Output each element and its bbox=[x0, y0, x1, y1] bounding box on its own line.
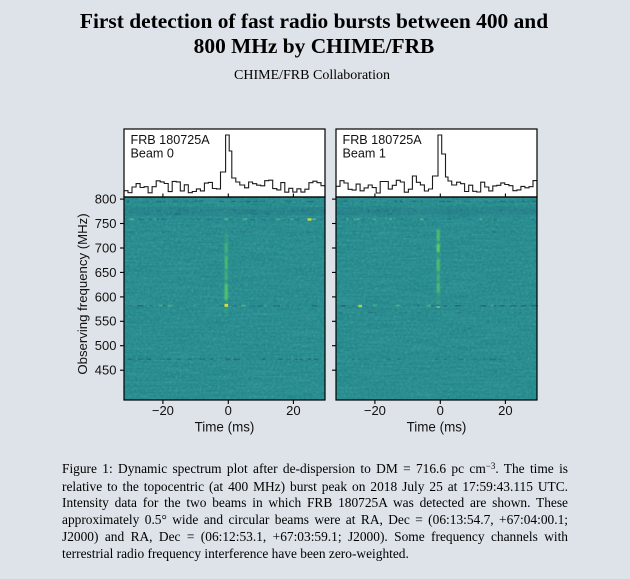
svg-text:600: 600 bbox=[95, 289, 117, 304]
svg-text:Beam 1: Beam 1 bbox=[343, 147, 386, 161]
svg-text:650: 650 bbox=[95, 265, 117, 280]
svg-text:−20: −20 bbox=[364, 403, 386, 418]
svg-text:20: 20 bbox=[498, 403, 512, 418]
svg-text:500: 500 bbox=[95, 338, 117, 353]
svg-text:FRB 180725A: FRB 180725A bbox=[343, 133, 423, 147]
svg-text:750: 750 bbox=[95, 216, 117, 231]
svg-text:FRB 180725A: FRB 180725A bbox=[131, 133, 211, 147]
svg-text:−20: −20 bbox=[152, 403, 174, 418]
svg-text:800: 800 bbox=[95, 192, 117, 207]
svg-text:20: 20 bbox=[286, 403, 300, 418]
svg-text:450: 450 bbox=[95, 363, 117, 378]
svg-text:0: 0 bbox=[225, 403, 232, 418]
svg-text:Time (ms): Time (ms) bbox=[407, 420, 467, 435]
svg-text:550: 550 bbox=[95, 314, 117, 329]
svg-text:Time (ms): Time (ms) bbox=[195, 420, 255, 435]
svg-text:0: 0 bbox=[437, 403, 444, 418]
svg-text:Observing frequency (MHz): Observing frequency (MHz) bbox=[75, 213, 90, 374]
svg-text:Beam 0: Beam 0 bbox=[131, 147, 174, 161]
svg-text:700: 700 bbox=[95, 240, 117, 255]
